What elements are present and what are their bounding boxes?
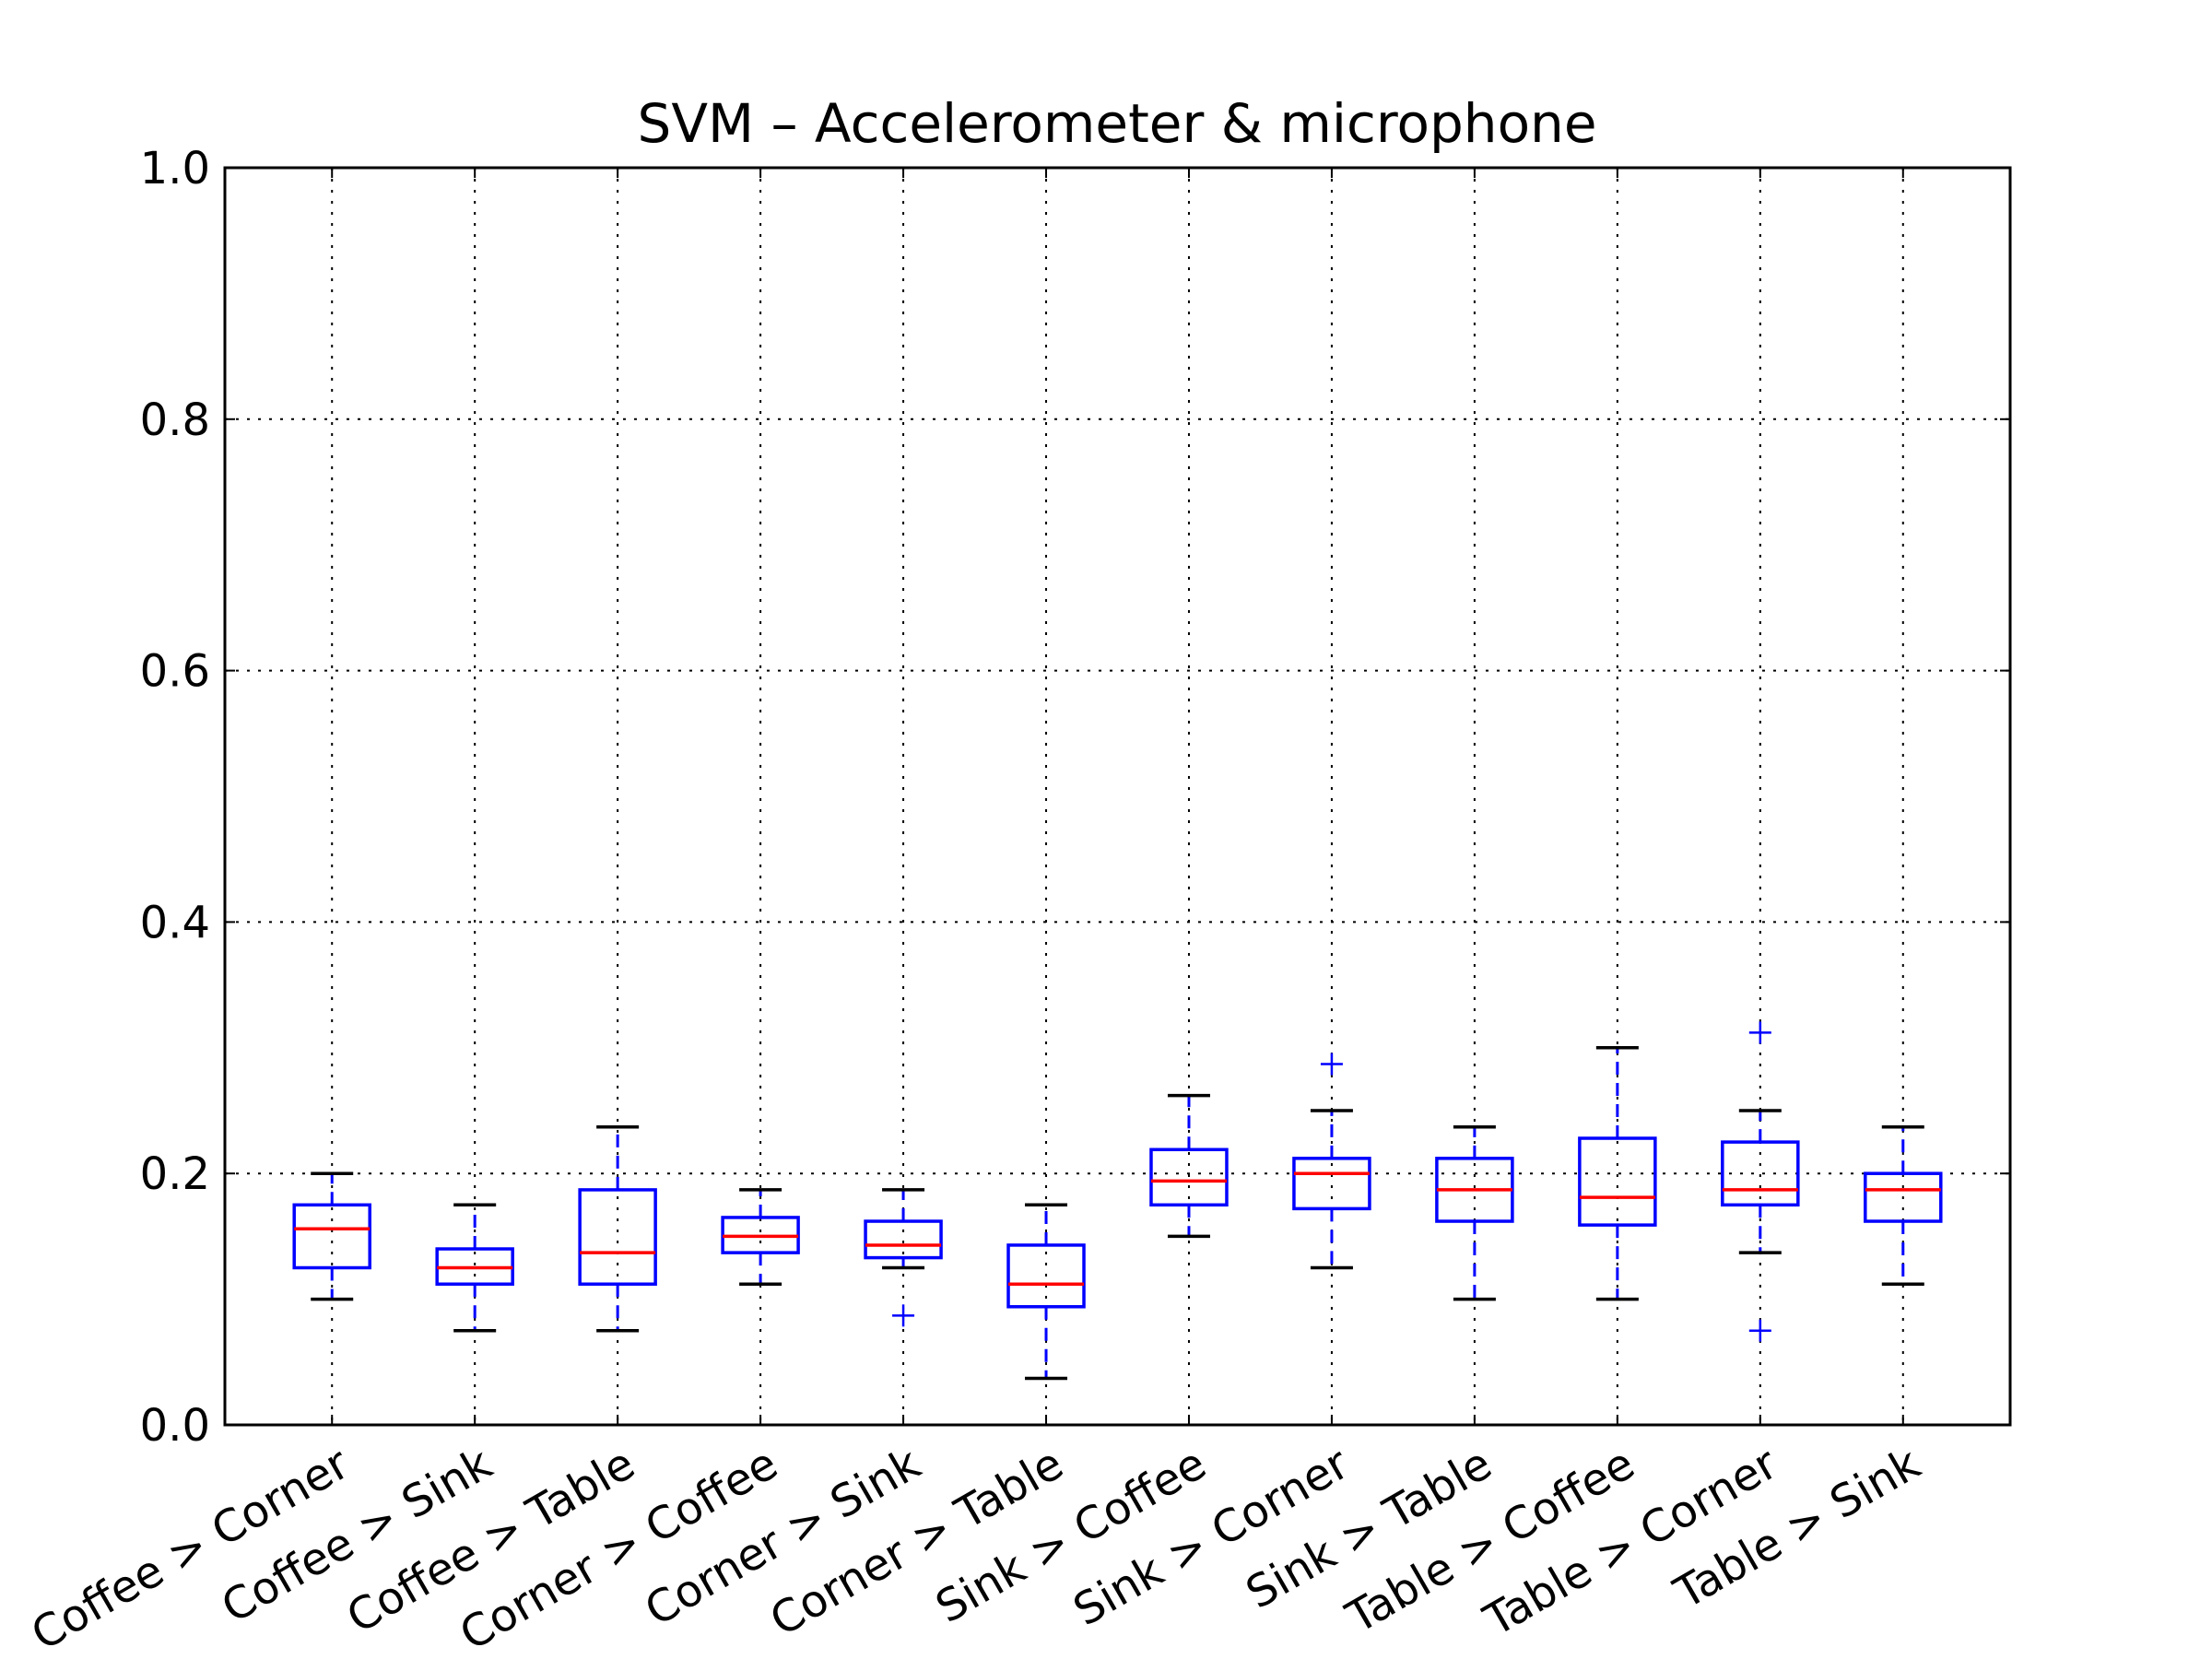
outlier-marker [892,1304,915,1327]
box-2 [435,1203,514,1333]
plot-frame [223,166,2012,1427]
boxes [292,1021,1943,1381]
box-iqr [292,1203,371,1270]
box-3 [578,1124,657,1333]
box-4 [721,1188,800,1286]
y-tick-label: 0.6 [140,646,210,698]
y-tick-label: 0.8 [140,394,210,446]
box-iqr [1578,1136,1657,1227]
box-11 [1721,1021,1800,1342]
box-6 [1006,1203,1086,1381]
outlier-marker [1748,1319,1771,1342]
box-9 [1435,1124,1514,1301]
box-iqr [1149,1147,1229,1207]
box-1 [292,1171,371,1301]
y-tick-label: 0.2 [140,1148,210,1200]
box-iqr [1721,1140,1800,1207]
box-12 [1864,1124,1943,1286]
chart-title: SVM – Accelerometer & microphone [638,92,1597,155]
box-10 [1578,1046,1657,1301]
y-tick-label: 0.4 [140,897,210,948]
outlier-marker [1320,1053,1343,1076]
y-tick-label: 1.0 [140,143,210,194]
box-iqr [1864,1171,1943,1223]
outlier-marker [1748,1021,1771,1044]
box-iqr [1292,1157,1371,1211]
box-5 [864,1188,943,1327]
axis-ticks [225,167,2010,1426]
box-iqr [578,1188,657,1286]
box-iqr [1006,1243,1086,1309]
box-8 [1292,1053,1371,1270]
y-tick-labels: 0.0 0.2 0.4 0.6 0.8 1.0 [140,143,210,1452]
y-tick-label: 0.0 [140,1400,210,1452]
box-iqr [864,1219,943,1260]
grid [225,167,2010,1426]
box-7 [1149,1093,1229,1239]
